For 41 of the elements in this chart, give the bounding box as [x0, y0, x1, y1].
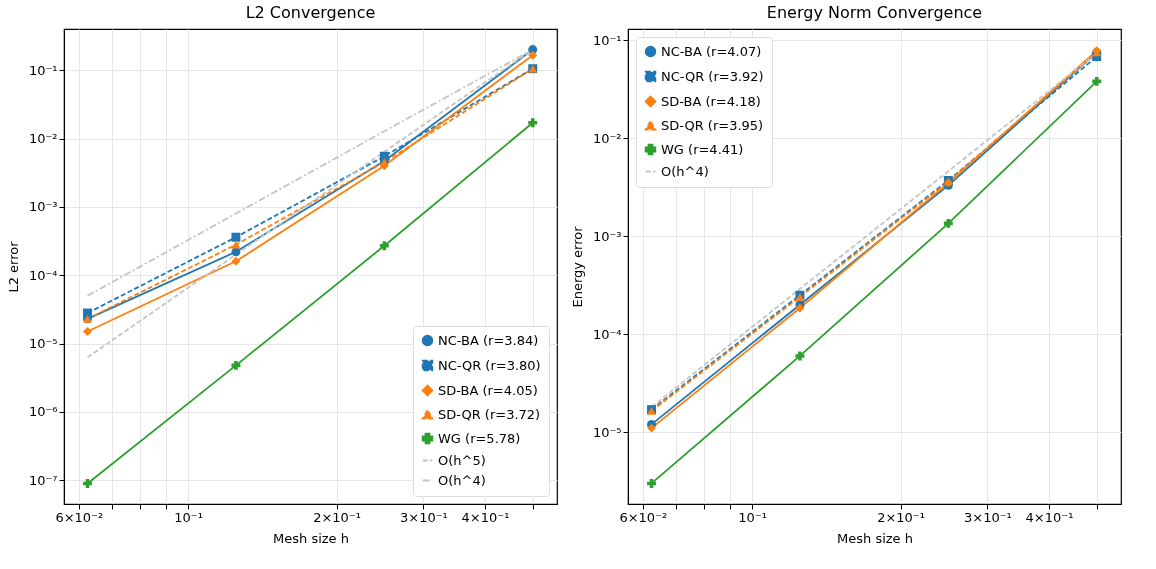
legend-label: SD-QR (r=3.95)	[661, 117, 764, 133]
x-tick-label: 6×10⁻²	[55, 509, 104, 525]
y-axis-title: L2 error	[5, 240, 21, 293]
legend-label: SD-QR (r=3.72)	[438, 406, 541, 422]
legend-label: WG (r=5.78)	[438, 430, 521, 446]
y-tick-label: 10⁻⁴	[28, 267, 58, 283]
y-tick-label: 10⁻¹	[28, 62, 58, 78]
legend-label: SD-BA (r=4.18)	[661, 93, 761, 109]
x-tick-label: 6×10⁻²	[619, 509, 668, 525]
y-axis-title: Energy error	[569, 225, 585, 308]
y-tick-label: 10⁻²	[592, 130, 622, 146]
x-tick-label: 10⁻¹	[174, 509, 203, 525]
y-tick-label: 10⁻⁵	[28, 336, 58, 352]
legend-label: NC-QR (r=3.92)	[661, 68, 764, 84]
y-tick-label: 10⁻²	[28, 131, 58, 147]
chart-title: L2 Convergence	[245, 3, 376, 22]
x-tick-label: 4×10⁻¹	[461, 509, 510, 525]
x-tick-label: 10⁻¹	[738, 509, 767, 525]
legend-label: O(h^5)	[438, 452, 486, 468]
x-axis-title: Mesh size h	[273, 530, 349, 546]
y-tick-label: 10⁻⁴	[592, 326, 622, 342]
y-tick-label: 10⁻⁷	[28, 472, 58, 488]
legend-label: O(h^4)	[661, 163, 709, 179]
legend-label: SD-BA (r=4.05)	[438, 382, 538, 398]
legend-label: NC-BA (r=3.84)	[438, 332, 539, 348]
x-tick-label: 3×10⁻¹	[963, 509, 1012, 525]
legend-label: O(h^4)	[438, 472, 486, 488]
y-tick-label: 10⁻³	[592, 228, 622, 244]
x-tick-label: 2×10⁻¹	[313, 509, 361, 525]
y-tick-label: 10⁻³	[28, 199, 58, 215]
y-tick-label: 10⁻⁵	[592, 424, 622, 440]
legend-label: NC-BA (r=4.07)	[661, 43, 762, 59]
y-tick-label: 10⁻⁶	[28, 404, 58, 420]
x-tick-label: 3×10⁻¹	[399, 509, 448, 525]
chart-title: Energy Norm Convergence	[766, 3, 983, 22]
legend-label: WG (r=4.41)	[661, 141, 744, 157]
x-tick-label: 2×10⁻¹	[877, 509, 925, 525]
x-axis-title: Mesh size h	[837, 530, 913, 546]
y-tick-label: 10⁻¹	[592, 32, 622, 48]
x-tick-label: 4×10⁻¹	[1025, 509, 1074, 525]
legend-label: NC-QR (r=3.80)	[438, 357, 541, 373]
